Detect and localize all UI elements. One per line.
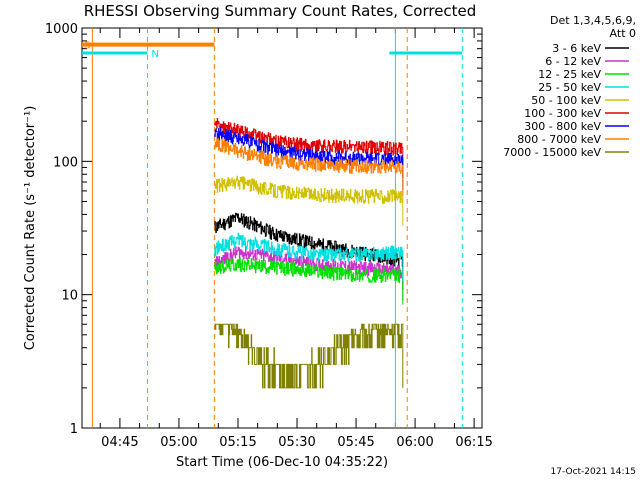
- x-axis: 04:45 05:00 05:15 05:30 05:45 06:00 06:15: [99, 28, 493, 450]
- saa-label: S: [84, 41, 90, 52]
- legend-entry-label: 800 - 7000 keV: [517, 133, 601, 146]
- legend-entry-label: 12 - 25 keV: [538, 68, 601, 81]
- y-tick-label: 100: [53, 155, 78, 170]
- series-line: [214, 138, 404, 196]
- legend-header-line-2: Att 0: [610, 27, 636, 40]
- legend-entry-label: 300 - 800 keV: [524, 120, 601, 133]
- series-line: [214, 175, 404, 226]
- x-tick-label: 05:30: [278, 435, 315, 450]
- x-tick-label: 05:00: [160, 435, 197, 450]
- legend-entry-label: 6 - 12 keV: [545, 55, 601, 68]
- y-tick-label: 10: [61, 289, 78, 304]
- x-tick-label: 06:15: [455, 435, 492, 450]
- series-line: [214, 257, 404, 305]
- legend-entry-label: 7000 - 15000 keV: [503, 146, 601, 159]
- legend-header: Det 1,3,4,5,6,9, Att 0: [550, 14, 636, 40]
- legend-entry-label: 50 - 100 keV: [531, 94, 601, 107]
- y-axis-label: Corrected Count Rate (s⁻¹ detector⁻¹): [23, 106, 38, 351]
- legend-entry-label: 25 - 50 keV: [538, 81, 601, 94]
- observing-annotations: SN: [82, 28, 463, 428]
- series-group: [214, 118, 404, 389]
- night-label: N: [151, 49, 158, 60]
- x-tick-label: 06:00: [396, 435, 433, 450]
- legend-entry-label: 3 - 6 keV: [552, 42, 601, 55]
- legend-header-line-1: Det 1,3,4,5,6,9,: [550, 14, 636, 27]
- x-tick-label: 05:15: [219, 435, 256, 450]
- series-line: [214, 126, 404, 190]
- series-line: [214, 232, 404, 282]
- x-axis-label: Start Time (06-Dec-10 04:35:22): [176, 455, 388, 470]
- chart-title: RHESSI Observing Summary Count Rates, Co…: [84, 2, 477, 20]
- legend-entry-label: 100 - 300 keV: [524, 107, 601, 120]
- plot-frame: [81, 27, 483, 429]
- y-tick-label: 1000: [45, 22, 78, 37]
- x-tick-label: 05:45: [337, 435, 374, 450]
- series-line: [214, 323, 404, 389]
- x-tick-label: 04:45: [101, 435, 138, 450]
- footer-timestamp: 17-Oct-2021 14:15: [551, 467, 636, 477]
- y-tick-label: 1: [70, 422, 78, 437]
- y-axis: 1 10 100 1000: [45, 22, 482, 437]
